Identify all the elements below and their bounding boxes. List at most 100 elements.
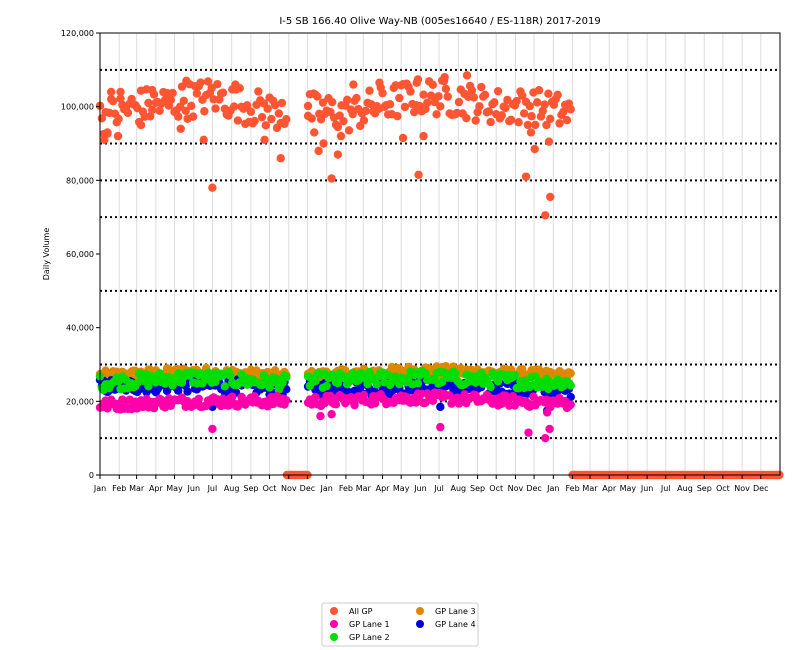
data-point [228,392,237,401]
y-tick-label: 60,000 [66,250,94,259]
data-point [246,107,256,116]
series-all-gp [95,71,784,480]
data-point [544,137,554,146]
data-point [525,101,534,111]
data-point [144,98,153,108]
data-point [200,107,209,116]
data-point [542,408,552,417]
data-point [187,101,196,111]
data-point [393,111,402,121]
y-tick-label: 100,000 [61,103,94,112]
data-point [261,121,271,130]
data-point [114,114,123,123]
data-point [242,101,252,110]
x-tick-label: Mar [129,484,145,493]
data-point [553,90,562,100]
legend: All GP GP Lane 1 GP Lane 2 GP Lane 3 GP Lane… [321,602,479,647]
data-point [545,424,554,434]
data-point [177,82,187,91]
x-tick-label: May [166,484,183,493]
data-point [514,118,523,127]
data-point [441,84,451,94]
data-point [344,126,354,135]
data-point [203,77,213,86]
x-tick-label: Jul [660,484,671,493]
data-point [226,371,235,380]
data-point [484,107,493,116]
y-tick-label: 20,000 [66,397,94,406]
data-points [95,71,784,480]
data-point [566,400,575,409]
data-point [176,124,185,133]
data-point [462,71,472,80]
x-tick-label: Aug [451,484,467,493]
legend-marker [416,607,424,615]
data-point [303,101,313,111]
data-point [510,370,520,380]
data-point [118,395,127,404]
x-tick-label: Jan [546,484,559,493]
data-point [365,86,374,95]
data-point [530,144,539,154]
data-point [523,120,533,130]
data-point [220,382,230,391]
x-tick-label: Nov [508,484,524,493]
x-tick-label: May [620,484,637,493]
data-point [303,111,313,121]
y-axis-label: Daily Volume [42,228,51,281]
data-point [526,128,536,137]
data-point [339,116,348,126]
data-point [349,80,358,89]
data-point [541,433,550,443]
series-gp-lane-2 [95,366,575,395]
data-point [166,95,175,105]
data-point [531,120,540,130]
data-point [540,100,549,109]
data-point [327,410,336,419]
data-point [113,131,123,141]
data-point [493,377,503,386]
legend-label: GP Lane 1 [349,620,390,629]
data-point [146,112,155,121]
data-point [475,102,484,111]
data-point [375,78,384,87]
data-point [471,116,480,125]
data-point [229,102,239,111]
data-point [370,399,380,408]
data-point [336,131,346,141]
data-point [363,379,372,389]
data-point [316,411,325,421]
x-tick-label: May [393,484,410,493]
data-point [218,88,228,97]
series-gp-lane-1 [95,388,575,443]
x-tick-label: Dec [753,484,768,493]
data-point [199,135,208,145]
data-point [208,183,217,192]
data-point [213,79,222,89]
data-point [352,93,361,103]
x-tick-label: Apr [376,484,391,493]
y-tick-label: 40,000 [66,324,94,333]
data-point [333,150,343,159]
data-point [328,97,337,107]
data-point [527,112,536,121]
data-point [506,115,516,125]
data-point [136,120,146,130]
x-tick-label: Dec [300,484,315,493]
data-point [426,91,436,100]
data-point [123,108,133,118]
x-tick-label: Sep [470,484,485,493]
data-point [116,87,125,97]
data-point [168,88,177,98]
data-point [211,104,220,113]
legend-label: All GP [349,607,373,616]
data-point [372,380,382,389]
data-point [486,382,495,392]
data-point [233,116,243,125]
data-point [282,372,291,382]
data-point [179,96,189,106]
data-point [421,369,430,378]
data-point [322,381,331,391]
data-point [555,119,564,128]
data-point [378,88,387,98]
